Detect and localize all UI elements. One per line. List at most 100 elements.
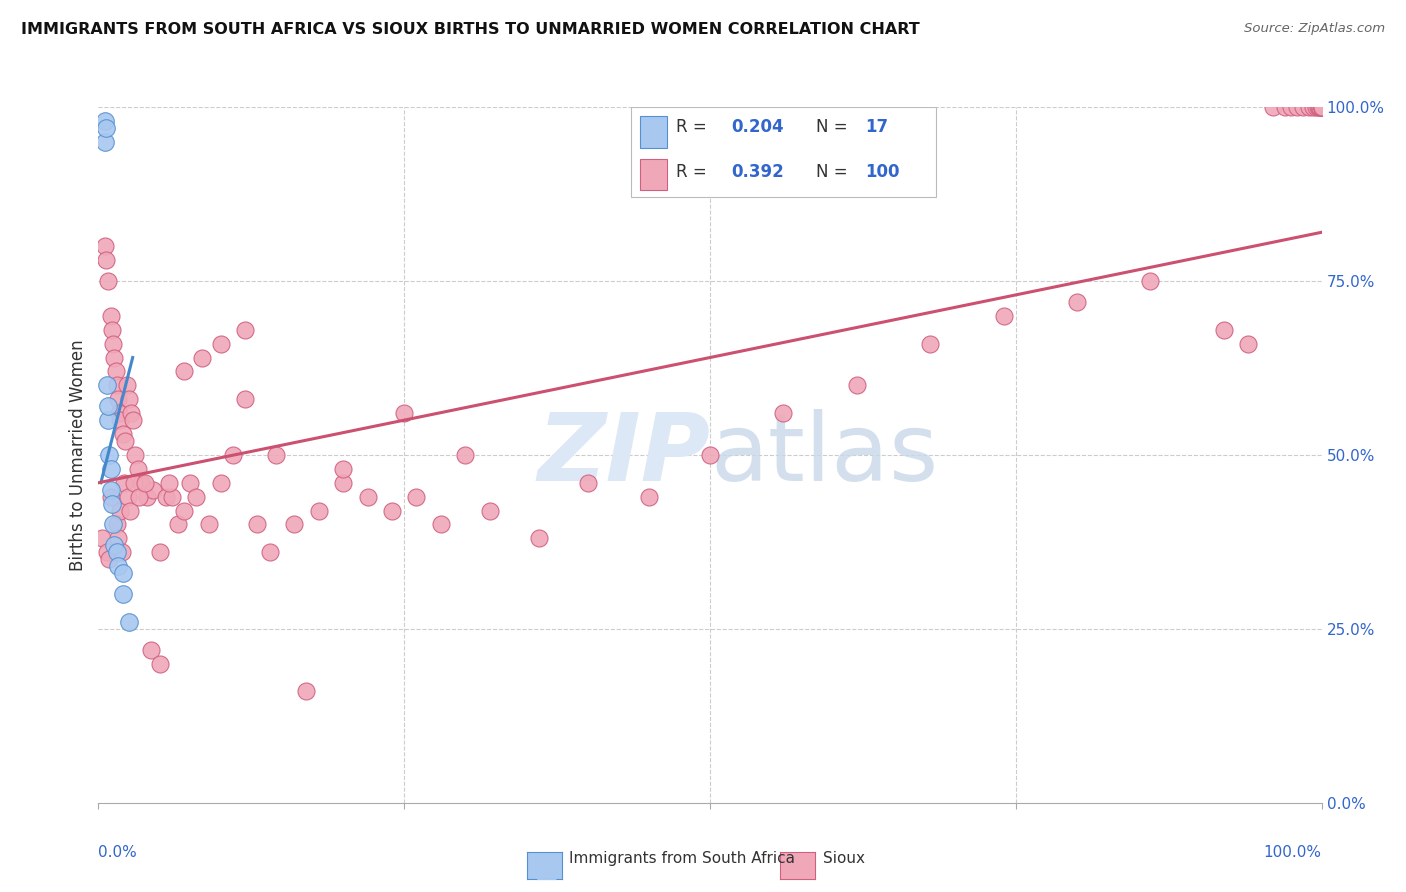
Point xyxy=(100,309,122,323)
Point xyxy=(576,475,599,490)
Point xyxy=(478,503,501,517)
Point xyxy=(1237,336,1260,351)
Point xyxy=(1308,100,1330,114)
Point xyxy=(295,684,318,698)
Point xyxy=(173,503,195,517)
Point xyxy=(1066,294,1088,309)
Point xyxy=(191,351,214,365)
Point xyxy=(381,503,404,517)
Point xyxy=(108,406,131,420)
Point xyxy=(107,559,129,574)
Point xyxy=(111,566,134,581)
Point xyxy=(1310,100,1333,114)
Point xyxy=(1309,100,1331,114)
Point xyxy=(139,642,162,657)
Point xyxy=(97,413,120,427)
Text: Immigrants from South Africa: Immigrants from South Africa xyxy=(569,851,796,865)
Text: R =: R = xyxy=(676,163,711,181)
Point xyxy=(356,490,378,504)
Point xyxy=(1302,100,1324,114)
Point xyxy=(233,323,256,337)
Point xyxy=(209,475,232,490)
Point xyxy=(93,239,115,253)
Point xyxy=(246,517,269,532)
Point xyxy=(91,532,114,546)
Point xyxy=(1286,100,1309,114)
Point xyxy=(120,503,142,517)
Point xyxy=(112,475,135,490)
Point xyxy=(96,545,118,559)
Point xyxy=(103,351,125,365)
Point xyxy=(115,378,138,392)
Text: 17: 17 xyxy=(865,118,889,136)
Text: 100.0%: 100.0% xyxy=(1264,845,1322,860)
Point xyxy=(100,483,122,497)
Point xyxy=(101,517,124,532)
Text: IMMIGRANTS FROM SOUTH AFRICA VS SIOUX BIRTHS TO UNMARRIED WOMEN CORRELATION CHAR: IMMIGRANTS FROM SOUTH AFRICA VS SIOUX BI… xyxy=(21,22,920,37)
Text: Sioux: Sioux xyxy=(823,851,865,865)
Text: N =: N = xyxy=(817,118,848,136)
Point xyxy=(1139,274,1161,288)
Point xyxy=(105,378,128,392)
Point xyxy=(167,517,190,532)
Point xyxy=(160,490,183,504)
Point xyxy=(114,434,136,448)
Point xyxy=(136,490,159,504)
Point xyxy=(430,517,453,532)
Point xyxy=(173,364,195,378)
Point xyxy=(332,462,354,476)
Point xyxy=(283,517,305,532)
Point xyxy=(1310,100,1333,114)
Point xyxy=(103,538,125,552)
Point xyxy=(93,114,115,128)
Point xyxy=(129,475,152,490)
Point xyxy=(638,490,661,504)
Point xyxy=(118,392,141,407)
Point xyxy=(124,448,146,462)
Point xyxy=(121,413,143,427)
Text: □: □ xyxy=(534,858,558,881)
Point xyxy=(186,490,208,504)
Point xyxy=(1310,100,1333,114)
Point xyxy=(101,497,124,511)
Point xyxy=(97,399,120,413)
Point xyxy=(100,462,122,476)
Point xyxy=(96,378,118,392)
Point xyxy=(101,323,124,337)
Text: ZIP: ZIP xyxy=(537,409,710,501)
Point xyxy=(845,378,868,392)
Point xyxy=(107,392,129,407)
Point xyxy=(128,490,150,504)
Point xyxy=(111,587,134,601)
Point xyxy=(699,448,721,462)
FancyBboxPatch shape xyxy=(630,107,936,197)
Point xyxy=(1310,100,1333,114)
Point xyxy=(117,490,139,504)
Point xyxy=(101,336,124,351)
Point xyxy=(111,545,134,559)
Bar xyxy=(640,159,668,190)
Point xyxy=(1212,323,1234,337)
Text: 0.204: 0.204 xyxy=(731,118,783,136)
Point xyxy=(94,253,117,268)
Point xyxy=(1274,100,1296,114)
Point xyxy=(1298,100,1320,114)
Point xyxy=(454,448,477,462)
Point xyxy=(1305,100,1327,114)
Point xyxy=(259,545,281,559)
Point xyxy=(1310,100,1333,114)
Point xyxy=(142,483,165,497)
Point xyxy=(1279,100,1302,114)
Point xyxy=(149,545,172,559)
Point xyxy=(1292,100,1315,114)
Point xyxy=(233,392,256,407)
Point xyxy=(120,406,142,420)
Point xyxy=(179,475,201,490)
Y-axis label: Births to Unmarried Women: Births to Unmarried Women xyxy=(69,339,87,571)
Point xyxy=(127,462,149,476)
Text: atlas: atlas xyxy=(710,409,938,501)
Point xyxy=(1261,100,1284,114)
Point xyxy=(107,532,129,546)
Point xyxy=(1306,100,1329,114)
Bar xyxy=(640,117,668,148)
